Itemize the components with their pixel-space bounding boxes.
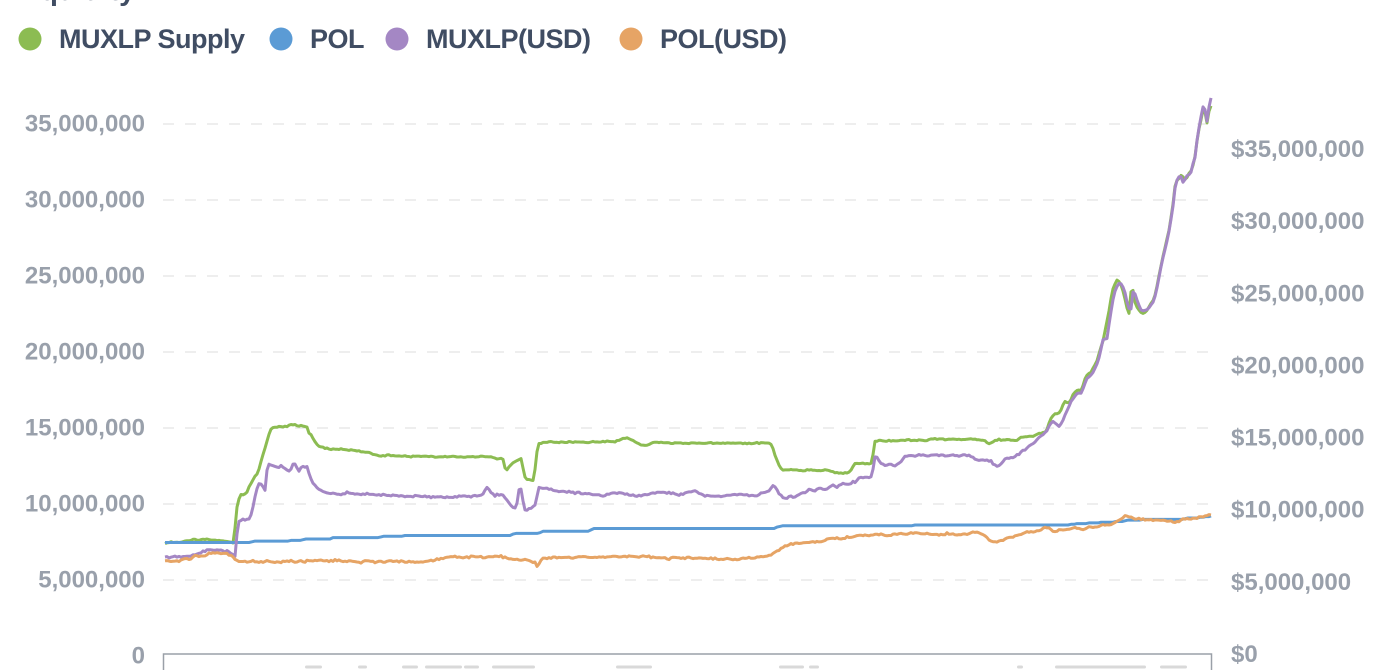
svg-text:5,000,000: 5,000,000 xyxy=(38,567,145,594)
svg-text:$15,000,000: $15,000,000 xyxy=(1231,425,1364,452)
svg-text:POL(USD): POL(USD) xyxy=(660,24,787,54)
svg-text:Liquidity: Liquidity xyxy=(15,0,136,7)
svg-text:10,000,000: 10,000,000 xyxy=(25,491,145,518)
svg-text:$30,000,000: $30,000,000 xyxy=(1231,208,1364,235)
svg-text:$20,000,000: $20,000,000 xyxy=(1231,353,1364,380)
svg-text:$25,000,000: $25,000,000 xyxy=(1231,280,1364,307)
svg-text:30,000,000: 30,000,000 xyxy=(25,187,145,214)
svg-text:25,000,000: 25,000,000 xyxy=(25,263,145,290)
svg-text:20,000,000: 20,000,000 xyxy=(25,339,145,366)
svg-text:$0: $0 xyxy=(1231,641,1258,668)
svg-text:MUXLP(USD): MUXLP(USD) xyxy=(426,24,591,54)
svg-text:$10,000,000: $10,000,000 xyxy=(1231,497,1364,524)
svg-text:$5,000,000: $5,000,000 xyxy=(1231,569,1351,596)
svg-text:0: 0 xyxy=(132,643,145,670)
svg-text:MUXLP Supply: MUXLP Supply xyxy=(59,24,245,54)
svg-text:35,000,000: 35,000,000 xyxy=(25,111,145,138)
svg-text:15,000,000: 15,000,000 xyxy=(25,415,145,442)
svg-text:POL: POL xyxy=(310,24,364,54)
svg-text:$35,000,000: $35,000,000 xyxy=(1231,136,1364,163)
